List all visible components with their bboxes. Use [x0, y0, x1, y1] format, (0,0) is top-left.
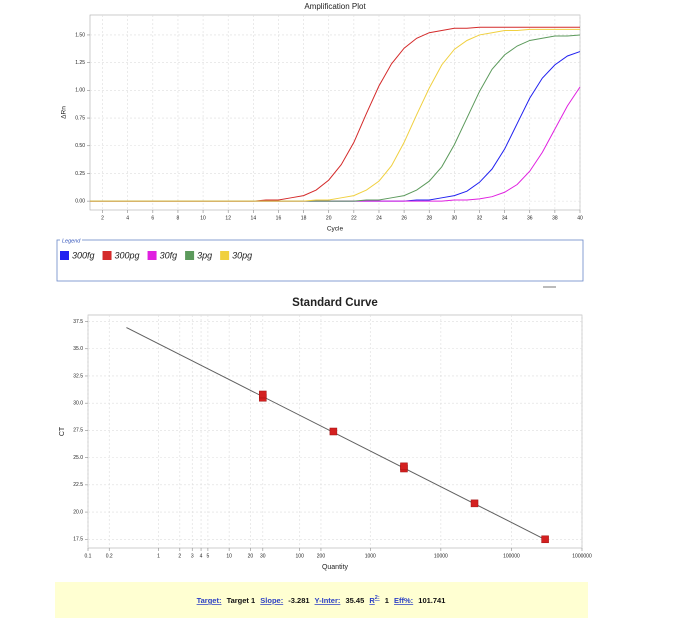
data-point	[470, 499, 479, 508]
x-tick-label: 1000	[365, 553, 376, 559]
data-point	[400, 462, 408, 471]
x-tick-label: 10000	[434, 553, 448, 559]
plot-area	[89, 14, 581, 211]
stats-value: Target 1	[227, 596, 256, 605]
x-tick-label: 2	[178, 553, 181, 559]
legend-swatch	[60, 251, 69, 260]
x-tick-label: 14	[251, 215, 257, 221]
x-tick-label: 24	[376, 215, 382, 221]
stats-bar	[55, 582, 588, 618]
data-point	[541, 535, 549, 544]
x-tick-label: 28	[426, 215, 432, 221]
x-tick-label: 2	[101, 215, 104, 221]
y-tick-label: 35.0	[73, 346, 83, 352]
stats-text: Target: Target 1 Slope: -3.281 Y-Inter: …	[197, 593, 446, 605]
x-tick-label: 20	[326, 215, 332, 221]
legend-box	[56, 239, 584, 282]
y-tick-label: 0.00	[75, 198, 85, 204]
legend-swatch	[185, 251, 195, 260]
x-tick-label: 34	[502, 215, 508, 221]
y-tick-label: 0.25	[75, 171, 85, 177]
y-axis-label: CT	[59, 426, 66, 436]
x-tick-label: 16	[276, 215, 282, 221]
legend-swatch	[102, 251, 112, 260]
chart-title: Standard Curve	[292, 297, 378, 309]
x-tick-label: 38	[552, 215, 558, 221]
y-tick-label: 27.5	[73, 428, 83, 434]
x-tick-label: 22	[351, 215, 357, 221]
x-tick-label: 1	[157, 553, 160, 559]
x-axis-label: Cycle	[327, 226, 344, 233]
stats-value: 101.741	[418, 596, 445, 605]
stats-value: 35.45	[345, 596, 364, 605]
x-tick-label: 200	[317, 553, 326, 559]
x-tick-label: 1000000	[572, 553, 592, 559]
x-tick-label: 100000	[503, 553, 520, 559]
x-tick-label: 30	[260, 553, 266, 559]
x-tick-label: 0.2	[106, 553, 113, 559]
legend-label: 300fg	[72, 250, 95, 260]
x-axis-label: Quantity	[322, 564, 349, 571]
y-tick-label: 0.50	[75, 143, 85, 149]
x-tick-label: 32	[477, 215, 483, 221]
x-tick-label: 10	[200, 215, 206, 221]
x-tick-label: 18	[301, 215, 307, 221]
y-tick-label: 32.5	[73, 373, 83, 379]
x-tick-label: 12	[225, 215, 231, 221]
data-point	[329, 427, 338, 436]
x-tick-label: 40	[577, 215, 583, 221]
data-line	[90, 28, 580, 202]
y-tick-label: 25.0	[73, 455, 83, 461]
y-tick-label: 22.5	[73, 482, 83, 488]
stats-label[interactable]: Slope:	[260, 596, 283, 605]
x-tick-label: 5	[207, 553, 210, 559]
x-tick-label: 6	[151, 215, 154, 221]
stats-label[interactable]: R	[369, 596, 375, 605]
stats-label[interactable]: Eff%:	[394, 596, 413, 605]
legend-title: Legend	[62, 238, 81, 244]
legend-swatch	[147, 251, 157, 260]
y-tick-label: 20.0	[73, 509, 83, 515]
x-tick-label: 10	[226, 553, 232, 559]
x-tick-label: 30	[452, 215, 458, 221]
x-tick-label: 4	[200, 553, 203, 559]
y-tick-label: 1.00	[75, 88, 85, 94]
y-tick-label: 0.75	[75, 115, 85, 121]
legend-label: 30pg	[232, 250, 252, 260]
x-tick-label: 8	[177, 215, 180, 221]
legend-swatch	[220, 251, 230, 260]
x-tick-label: 26	[401, 215, 407, 221]
legend-title-bg	[60, 237, 82, 244]
stats-value: 1	[385, 596, 389, 605]
stats-value: -3.281	[288, 596, 309, 605]
x-tick-label: 4	[126, 215, 129, 221]
legend-label: 30fg	[160, 250, 178, 260]
legend-label: 3pg	[197, 250, 212, 260]
x-tick-label: 36	[527, 215, 533, 221]
y-tick-label: 37.5	[73, 319, 83, 325]
stats-label[interactable]: Target:	[197, 596, 222, 605]
x-tick-label: 100	[296, 553, 305, 559]
x-tick-label: 20	[248, 553, 254, 559]
y-tick-label: 1.50	[75, 32, 85, 38]
x-tick-label: 0.1	[85, 553, 92, 559]
y-axis-label: ΔRn	[61, 106, 68, 119]
y-tick-label: 17.5	[73, 537, 83, 543]
stats-label[interactable]: Y-Inter:	[315, 596, 341, 605]
legend-label: 300pg	[115, 250, 140, 260]
chart-title: Amplification Plot	[304, 2, 366, 11]
data-point	[259, 390, 267, 399]
x-tick-label: 3	[191, 553, 194, 559]
y-tick-label: 30.0	[73, 401, 83, 407]
y-tick-label: 1.25	[75, 60, 85, 66]
stats-label-sup[interactable]: 2:	[375, 595, 380, 601]
